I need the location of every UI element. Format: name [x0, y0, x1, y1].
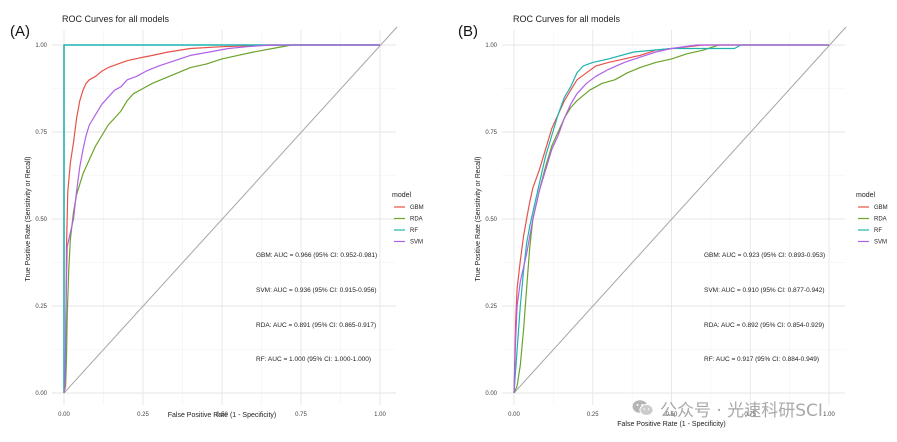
- x-tick-label: 0.75: [744, 412, 756, 418]
- y-tick-label: 0.00: [35, 391, 47, 397]
- legend-entry: GBM: [874, 205, 888, 211]
- auc-annotation: SVM: AUC = 0.910 (95% CI: 0.877-0.942): [704, 287, 825, 294]
- legend-entry: GBM: [410, 205, 424, 211]
- roc-curve-svm: [63, 44, 380, 394]
- auc-annotation: GBM: AUC = 0.923 (95% CI: 0.893-0.953): [704, 252, 825, 259]
- roc-curve-gbm: [63, 44, 380, 394]
- panel-label: (A): [10, 23, 30, 40]
- roc-curve-rda: [513, 44, 829, 394]
- y-tick-label: 1.00: [35, 43, 47, 49]
- legend-title: model: [856, 192, 876, 199]
- x-tick-label: 0.00: [58, 412, 70, 418]
- chart-title: ROC Curves for all models: [62, 14, 170, 24]
- y-tick-label: 0.25: [35, 304, 47, 310]
- y-tick-label: 0.00: [485, 391, 497, 397]
- y-tick-label: 0.75: [35, 130, 47, 136]
- y-tick-label: 0.25: [485, 304, 497, 310]
- x-tick-label: 1.00: [374, 412, 386, 418]
- reference-diagonal: [513, 26, 847, 394]
- legend: model GBM RDA RF SVM: [392, 192, 424, 246]
- roc-curve-svm: [513, 44, 829, 394]
- panel-label: (B): [458, 23, 478, 40]
- reference-diagonal: [63, 26, 398, 394]
- x-axis-title: False Positive Rate (1 - Specificity): [617, 421, 726, 428]
- y-tick-label: 1.00: [485, 43, 497, 49]
- legend: model GBM RDA RF SVM: [856, 192, 888, 246]
- x-tick-label: 0.50: [216, 412, 228, 418]
- x-tick-label: 1.00: [823, 412, 835, 418]
- y-tick-label: 0.50: [485, 217, 497, 223]
- auc-annotation: SVM: AUC = 0.936 (95% CI: 0.915-0.956): [256, 287, 377, 294]
- y-axis-title: True Positive Rate (Sensitivity or Recal…: [475, 156, 482, 281]
- legend-entry: RDA: [410, 217, 423, 223]
- legend-entry: RF: [410, 228, 418, 234]
- auc-annotation: RF: AUC = 1.000 (95% CI: 1.000-1.000): [256, 356, 371, 363]
- watermark: 公众号 · 光速科研SCI: [632, 396, 823, 421]
- legend-entry: RF: [874, 228, 882, 234]
- auc-annotation: RDA: AUC = 0.891 (95% CI: 0.865-0.917): [256, 322, 376, 329]
- x-tick-label: 0.75: [295, 412, 307, 418]
- y-tick-label: 0.75: [485, 130, 497, 136]
- y-axis-title: True Positive Rate (Sensitivity or Recal…: [25, 156, 32, 281]
- gridlines: [502, 30, 845, 405]
- auc-annotation: RDA: AUC = 0.892 (95% CI: 0.854-0.929): [704, 322, 824, 329]
- x-axis-title: False Positive Rate (1 - Specificity): [168, 412, 277, 419]
- legend-entry: SVM: [874, 240, 887, 246]
- roc-curve-rda: [63, 44, 380, 394]
- x-tick-label: 0.00: [508, 412, 520, 418]
- legend-entry: SVM: [410, 240, 423, 246]
- legend-title: model: [392, 192, 412, 199]
- x-tick-label: 0.50: [666, 412, 678, 418]
- wechat-logo-icon: [632, 399, 654, 417]
- y-tick-label: 0.50: [35, 217, 47, 223]
- watermark-text: 公众号 · 光速科研SCI: [660, 400, 823, 421]
- x-tick-label: 0.25: [587, 412, 599, 418]
- roc-panel-a: (A) ROC Curves for all models 0.00 0.25 0.50…: [10, 14, 424, 419]
- legend-entry: RDA: [874, 217, 887, 223]
- auc-annotation: GBM: AUC = 0.966 (95% CI: 0.952-0.981): [256, 252, 377, 259]
- x-tick-label: 0.25: [137, 412, 149, 418]
- chart-title: ROC Curves for all models: [513, 14, 621, 24]
- roc-curve-rf: [513, 44, 829, 394]
- auc-annotation: RF: AUC = 0.917 (95% CI: 0.884-0.949): [704, 356, 819, 363]
- roc-panel-b: (B) ROC Curves for all models 0.00 0.25 0.50…: [458, 14, 888, 428]
